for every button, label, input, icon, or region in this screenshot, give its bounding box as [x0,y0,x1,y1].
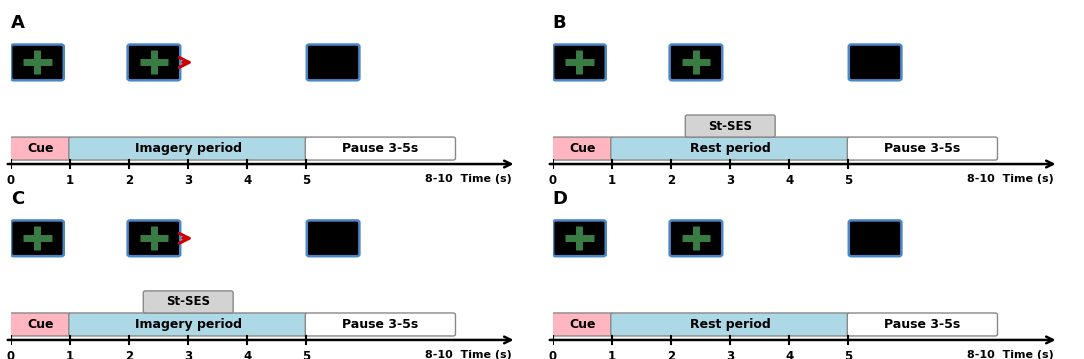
FancyBboxPatch shape [849,45,902,80]
Text: 0: 0 [549,350,557,359]
Text: 2: 2 [125,350,133,359]
Text: 0: 0 [549,174,557,187]
Text: Pause 3-5s: Pause 3-5s [885,142,960,155]
FancyBboxPatch shape [10,313,72,336]
FancyBboxPatch shape [610,137,850,160]
Text: Pause 3-5s: Pause 3-5s [343,318,418,331]
FancyBboxPatch shape [553,220,606,256]
Text: 3: 3 [726,350,734,359]
FancyBboxPatch shape [306,313,455,336]
Text: 5: 5 [302,174,311,187]
Text: 3: 3 [184,174,192,187]
FancyBboxPatch shape [306,137,455,160]
Text: 5: 5 [844,174,853,187]
Text: 1: 1 [66,350,74,359]
Text: 1: 1 [608,350,616,359]
FancyBboxPatch shape [849,220,902,256]
FancyBboxPatch shape [610,313,850,336]
FancyBboxPatch shape [685,115,775,137]
Text: A: A [11,14,25,32]
FancyBboxPatch shape [11,220,64,256]
FancyBboxPatch shape [552,313,614,336]
Text: 8-10  Time (s): 8-10 Time (s) [967,174,1054,184]
Text: 3: 3 [184,350,192,359]
Text: 2: 2 [125,174,133,187]
Text: 4: 4 [785,174,793,187]
FancyBboxPatch shape [128,220,180,256]
Text: Cue: Cue [569,318,595,331]
FancyBboxPatch shape [307,220,360,256]
Text: 5: 5 [844,350,853,359]
FancyBboxPatch shape [10,137,72,160]
Text: 2: 2 [667,174,675,187]
Text: Cue: Cue [27,142,53,155]
Text: 1: 1 [66,174,74,187]
FancyBboxPatch shape [848,313,997,336]
FancyBboxPatch shape [670,220,722,256]
Text: 4: 4 [243,174,251,187]
FancyBboxPatch shape [848,137,997,160]
FancyBboxPatch shape [307,45,360,80]
Text: Pause 3-5s: Pause 3-5s [885,318,960,331]
FancyBboxPatch shape [670,45,722,80]
FancyBboxPatch shape [552,137,614,160]
Text: 4: 4 [243,350,251,359]
Text: D: D [553,190,568,208]
FancyBboxPatch shape [553,45,606,80]
Text: Rest period: Rest period [689,142,771,155]
Text: Pause 3-5s: Pause 3-5s [343,142,418,155]
Text: Imagery period: Imagery period [134,142,242,155]
Text: St-SES: St-SES [708,120,752,132]
Text: 2: 2 [667,350,675,359]
Text: 0: 0 [7,350,15,359]
Text: 0: 0 [7,174,15,187]
Text: Imagery period: Imagery period [134,318,242,331]
Text: 8-10  Time (s): 8-10 Time (s) [967,350,1054,359]
FancyBboxPatch shape [68,137,308,160]
Text: B: B [553,14,567,32]
Text: Cue: Cue [27,318,53,331]
Text: 8-10  Time (s): 8-10 Time (s) [425,174,512,184]
FancyBboxPatch shape [68,313,308,336]
Text: 1: 1 [608,174,616,187]
Text: 5: 5 [302,350,311,359]
FancyBboxPatch shape [128,45,180,80]
FancyBboxPatch shape [11,45,64,80]
Text: Cue: Cue [569,142,595,155]
Text: 4: 4 [785,350,793,359]
Text: 3: 3 [726,174,734,187]
Text: Rest period: Rest period [689,318,771,331]
Text: 8-10  Time (s): 8-10 Time (s) [425,350,512,359]
FancyBboxPatch shape [143,291,233,313]
Text: St-SES: St-SES [166,295,210,308]
Text: C: C [11,190,24,208]
